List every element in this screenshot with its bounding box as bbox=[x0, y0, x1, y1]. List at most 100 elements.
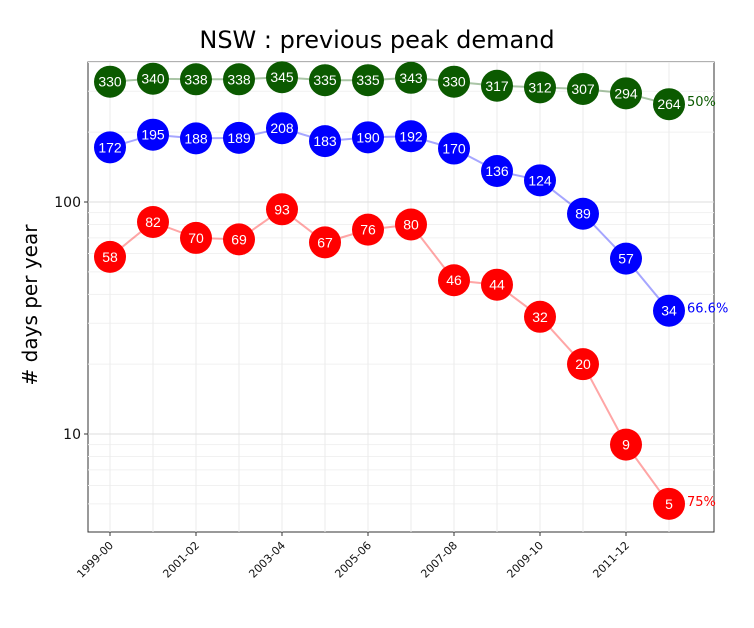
data-label: 44 bbox=[489, 277, 505, 293]
data-label: 312 bbox=[528, 79, 552, 95]
x-tick-label: 2001-02 bbox=[160, 539, 202, 581]
series-end-label: 50% bbox=[687, 95, 716, 110]
data-label: 343 bbox=[399, 70, 423, 86]
x-tick-label: 2003-04 bbox=[246, 539, 288, 581]
series-end-label: 75% bbox=[687, 495, 716, 510]
data-point bbox=[180, 122, 212, 155]
data-label: 330 bbox=[98, 74, 122, 90]
data-point bbox=[309, 226, 341, 259]
data-label: 57 bbox=[618, 251, 634, 267]
data-point bbox=[223, 223, 255, 256]
data-label: 136 bbox=[485, 163, 509, 179]
data-point bbox=[438, 132, 470, 165]
data-point bbox=[395, 61, 427, 94]
x-tick-label: 1999-00 bbox=[74, 539, 116, 581]
data-point bbox=[438, 65, 470, 98]
data-label: 335 bbox=[313, 72, 337, 88]
data-label: 264 bbox=[657, 96, 681, 112]
series-end-label: 66.6% bbox=[687, 302, 728, 317]
data-label: 317 bbox=[485, 78, 509, 94]
data-label: 338 bbox=[227, 71, 251, 87]
data-point bbox=[94, 131, 126, 164]
x-tick-label: 2009-10 bbox=[504, 539, 546, 581]
data-point bbox=[137, 118, 169, 151]
data-label: 5 bbox=[665, 496, 673, 512]
x-axis-ticks: 1999-00 2001-02 2003-04 2005-06 2007-08 2009-… bbox=[74, 532, 632, 581]
data-label: 192 bbox=[399, 128, 423, 144]
data-point bbox=[481, 268, 513, 301]
data-point bbox=[653, 487, 685, 520]
data-point bbox=[137, 62, 169, 95]
data-point bbox=[309, 64, 341, 97]
data-label: 58 bbox=[102, 249, 118, 265]
data-label: 340 bbox=[141, 71, 165, 87]
data-point bbox=[180, 221, 212, 254]
data-point bbox=[180, 63, 212, 96]
y-axis-ticks: 10 100 bbox=[54, 195, 88, 443]
x-tick-label: 2011-12 bbox=[590, 539, 632, 581]
data-label: 307 bbox=[571, 81, 595, 97]
data-point bbox=[567, 197, 599, 230]
data-point bbox=[653, 88, 685, 121]
data-label: 76 bbox=[360, 222, 376, 238]
data-point bbox=[395, 120, 427, 153]
data-label: 82 bbox=[145, 214, 161, 230]
data-point bbox=[94, 240, 126, 273]
data-point bbox=[481, 155, 513, 188]
data-point bbox=[653, 294, 685, 327]
data-point bbox=[94, 65, 126, 98]
data-label: 80 bbox=[403, 216, 419, 232]
data-label: 69 bbox=[231, 231, 247, 247]
data-label: 188 bbox=[184, 130, 208, 146]
data-label: 294 bbox=[614, 85, 638, 101]
data-label: 183 bbox=[313, 133, 337, 149]
data-point bbox=[481, 69, 513, 102]
data-point bbox=[266, 193, 298, 226]
data-label: 195 bbox=[141, 127, 165, 143]
data-label: 67 bbox=[317, 234, 333, 250]
data-point bbox=[266, 61, 298, 94]
data-point bbox=[438, 264, 470, 297]
data-point bbox=[223, 121, 255, 154]
data-point bbox=[610, 77, 642, 110]
data-point bbox=[567, 348, 599, 381]
data-label: 70 bbox=[188, 230, 204, 246]
data-label: 330 bbox=[442, 74, 466, 90]
data-label: 93 bbox=[274, 201, 290, 217]
data-label: 335 bbox=[356, 72, 380, 88]
data-point bbox=[610, 242, 642, 275]
data-point bbox=[309, 125, 341, 158]
data-label: 34 bbox=[661, 303, 677, 319]
data-label: 9 bbox=[622, 437, 630, 453]
series-points: 330 340 338 338 345 335 335 343 330 317 312 307 2942… bbox=[94, 61, 685, 520]
x-tick-label: 2005-06 bbox=[332, 539, 374, 581]
data-point bbox=[567, 72, 599, 105]
data-label: 172 bbox=[98, 139, 122, 155]
data-label: 170 bbox=[442, 141, 466, 157]
data-point bbox=[266, 112, 298, 145]
x-tick-label: 2007-08 bbox=[418, 539, 460, 581]
data-point bbox=[524, 300, 556, 333]
data-point bbox=[352, 64, 384, 97]
data-label: 89 bbox=[575, 206, 591, 222]
data-label: 189 bbox=[227, 130, 251, 146]
data-point bbox=[352, 121, 384, 154]
data-label: 345 bbox=[270, 69, 294, 85]
data-point bbox=[524, 71, 556, 104]
data-label: 32 bbox=[532, 309, 548, 325]
y-tick-label: 100 bbox=[54, 195, 81, 211]
data-label: 124 bbox=[528, 172, 552, 188]
series-end-labels: 50% 66.6% 75% bbox=[687, 95, 728, 510]
data-point bbox=[223, 63, 255, 96]
data-label: 46 bbox=[446, 272, 462, 288]
data-point bbox=[352, 213, 384, 246]
chart-title: NSW : previous peak demand bbox=[199, 26, 555, 54]
data-label: 338 bbox=[184, 71, 208, 87]
data-label: 20 bbox=[575, 356, 591, 372]
data-point bbox=[137, 205, 169, 238]
data-point bbox=[610, 428, 642, 461]
data-point bbox=[395, 208, 427, 241]
data-point bbox=[524, 164, 556, 197]
data-label: 190 bbox=[356, 129, 380, 145]
